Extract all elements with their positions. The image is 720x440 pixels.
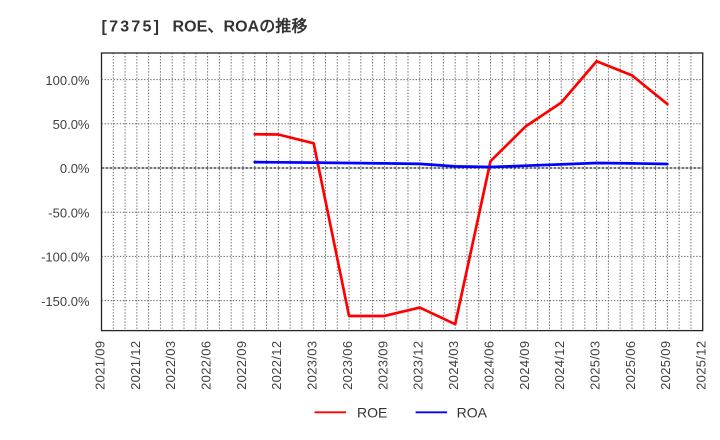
svg-text:0.0%: 0.0% [60,161,90,176]
svg-text:100.0%: 100.0% [45,73,90,88]
svg-text:2024/12: 2024/12 [552,341,567,390]
svg-text:2022/06: 2022/06 [198,341,213,390]
svg-text:2022/03: 2022/03 [163,341,178,390]
svg-text:ROE: ROE [357,404,387,420]
svg-text:2021/12: 2021/12 [128,341,143,390]
svg-text:2025/03: 2025/03 [588,341,603,390]
svg-text:2023/12: 2023/12 [411,341,426,390]
svg-text:ROA: ROA [457,404,488,420]
svg-text:-50.0%: -50.0% [48,205,90,220]
svg-text:2024/03: 2024/03 [446,341,461,390]
svg-text:2025/12: 2025/12 [694,341,709,390]
svg-text:2025/09: 2025/09 [658,341,673,390]
svg-text:-150.0%: -150.0% [41,294,90,309]
svg-text:ROE、ROAの推移: ROE、ROAの推移 [173,17,308,36]
svg-text:2023/06: 2023/06 [340,341,355,390]
svg-text:2023/09: 2023/09 [375,341,390,390]
svg-text:2021/09: 2021/09 [92,341,107,390]
svg-text:-100.0%: -100.0% [41,250,90,265]
svg-text:2024/06: 2024/06 [481,341,496,390]
svg-text:2022/09: 2022/09 [234,341,249,390]
svg-text:2023/03: 2023/03 [305,341,320,390]
svg-text:2022/12: 2022/12 [269,341,284,390]
svg-text:50.0%: 50.0% [53,117,90,132]
svg-text:2025/06: 2025/06 [623,341,638,390]
svg-text:2024/09: 2024/09 [517,341,532,390]
